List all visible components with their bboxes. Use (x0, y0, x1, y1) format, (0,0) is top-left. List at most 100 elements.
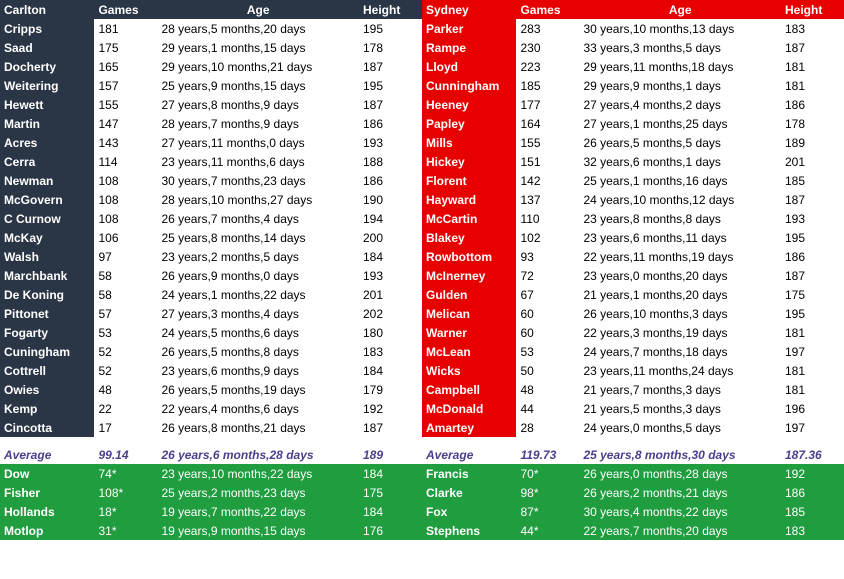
left-player-name: McGovern (0, 190, 94, 209)
left-player-height: 194 (359, 209, 422, 228)
left-avg-height: 189 (359, 445, 422, 464)
right-spacer-row (422, 437, 844, 445)
right-player-games: 142 (516, 171, 579, 190)
right-table-row: Rampe23033 years,3 months,5 days187 (422, 38, 844, 57)
left-player-age: 30 years,7 months,23 days (157, 171, 359, 190)
left-table-row: Cuningham5226 years,5 months,8 days183 (0, 342, 422, 361)
left-player-name: Cerra (0, 152, 94, 171)
left-player-age: 29 years,1 months,15 days (157, 38, 359, 57)
right-player-height: 186 (781, 247, 844, 266)
left-player-height: 186 (359, 171, 422, 190)
right-player-height: 195 (781, 228, 844, 247)
left-player-height: 188 (359, 152, 422, 171)
right-player-games: 151 (516, 152, 579, 171)
left-player-age: 23 years,2 months,5 days (157, 247, 359, 266)
left-player-height: 202 (359, 304, 422, 323)
left-table-row: Walsh9723 years,2 months,5 days184 (0, 247, 422, 266)
right-player-name: Hickey (422, 152, 516, 171)
right-sub-age: 30 years,4 months,22 days (579, 502, 781, 521)
right-sub-games: 87* (516, 502, 579, 521)
left-player-age: 26 years,9 months,0 days (157, 266, 359, 285)
right-player-age: 29 years,9 months,1 days (579, 76, 781, 95)
right-player-height: 181 (781, 361, 844, 380)
right-table-row: Hayward13724 years,10 months,12 days187 (422, 190, 844, 209)
left-player-age: 23 years,11 months,6 days (157, 152, 359, 171)
left-player-height: 183 (359, 342, 422, 361)
left-table-row: Saad17529 years,1 months,15 days178 (0, 38, 422, 57)
left-player-age: 22 years,4 months,6 days (157, 399, 359, 418)
left-player-age: 26 years,5 months,8 days (157, 342, 359, 361)
left-sub-games: 108* (94, 483, 157, 502)
right-sub-age: 26 years,0 months,28 days (579, 464, 781, 483)
left-player-height: 184 (359, 247, 422, 266)
left-table-row: Cottrell5223 years,6 months,9 days184 (0, 361, 422, 380)
left-player-age: 28 years,7 months,9 days (157, 114, 359, 133)
right-average-row: Average 119.73 25 years,8 months,30 days… (422, 445, 844, 464)
left-table-row: Cerra11423 years,11 months,6 days188 (0, 152, 422, 171)
right-player-age: 21 years,7 months,3 days (579, 380, 781, 399)
right-player-games: 28 (516, 418, 579, 437)
right-player-age: 29 years,11 months,18 days (579, 57, 781, 76)
right-player-age: 24 years,7 months,18 days (579, 342, 781, 361)
left-team-header: Carlton (0, 0, 94, 19)
right-table-row: Blakey10223 years,6 months,11 days195 (422, 228, 844, 247)
left-table-row: Owies4826 years,5 months,19 days179 (0, 380, 422, 399)
left-sub-row: Dow74*23 years,10 months,22 days184 (0, 464, 422, 483)
right-player-age: 27 years,1 months,25 days (579, 114, 781, 133)
right-sub-name: Stephens (422, 521, 516, 540)
left-table-row: De Koning5824 years,1 months,22 days201 (0, 285, 422, 304)
left-table-row: Marchbank5826 years,9 months,0 days193 (0, 266, 422, 285)
right-player-height: 181 (781, 323, 844, 342)
left-player-height: 190 (359, 190, 422, 209)
right-player-height: 189 (781, 133, 844, 152)
left-header-row: Carlton Games Age Height (0, 0, 422, 19)
left-sub-name: Dow (0, 464, 94, 483)
left-table-row: McGovern10828 years,10 months,27 days190 (0, 190, 422, 209)
left-table-row: C Curnow10826 years,7 months,4 days194 (0, 209, 422, 228)
right-player-name: Mills (422, 133, 516, 152)
left-sub-height: 175 (359, 483, 422, 502)
right-player-age: 23 years,8 months,8 days (579, 209, 781, 228)
right-player-age: 30 years,10 months,13 days (579, 19, 781, 38)
right-age-header: Age (579, 0, 781, 19)
right-height-header: Height (781, 0, 844, 19)
right-player-height: 186 (781, 95, 844, 114)
left-sub-row: Hollands18*19 years,7 months,22 days184 (0, 502, 422, 521)
right-player-name: Papley (422, 114, 516, 133)
left-table-row: McKay10625 years,8 months,14 days200 (0, 228, 422, 247)
right-player-height: 193 (781, 209, 844, 228)
right-sub-height: 185 (781, 502, 844, 521)
left-player-name: McKay (0, 228, 94, 247)
right-player-height: 181 (781, 57, 844, 76)
left-player-name: Martin (0, 114, 94, 133)
left-player-height: 195 (359, 19, 422, 38)
right-header-row: Sydney Games Age Height (422, 0, 844, 19)
right-player-games: 93 (516, 247, 579, 266)
left-player-height: 180 (359, 323, 422, 342)
right-player-height: 181 (781, 380, 844, 399)
left-table-row: Martin14728 years,7 months,9 days186 (0, 114, 422, 133)
right-sub-row: Fox87*30 years,4 months,22 days185 (422, 502, 844, 521)
right-player-games: 53 (516, 342, 579, 361)
left-table-row: Cripps18128 years,5 months,20 days195 (0, 19, 422, 38)
left-player-height: 187 (359, 57, 422, 76)
right-player-height: 187 (781, 38, 844, 57)
right-sub-name: Clarke (422, 483, 516, 502)
right-player-height: 175 (781, 285, 844, 304)
left-player-height: 179 (359, 380, 422, 399)
left-player-name: C Curnow (0, 209, 94, 228)
right-player-age: 24 years,0 months,5 days (579, 418, 781, 437)
left-player-height: 187 (359, 95, 422, 114)
left-player-name: Owies (0, 380, 94, 399)
left-player-age: 28 years,10 months,27 days (157, 190, 359, 209)
right-player-age: 26 years,5 months,5 days (579, 133, 781, 152)
left-player-age: 29 years,10 months,21 days (157, 57, 359, 76)
left-player-games: 143 (94, 133, 157, 152)
left-player-height: 193 (359, 133, 422, 152)
right-team-header: Sydney (422, 0, 516, 19)
right-player-height: 183 (781, 19, 844, 38)
left-player-age: 24 years,5 months,6 days (157, 323, 359, 342)
right-player-height: 185 (781, 171, 844, 190)
left-player-name: Weitering (0, 76, 94, 95)
left-player-name: Acres (0, 133, 94, 152)
